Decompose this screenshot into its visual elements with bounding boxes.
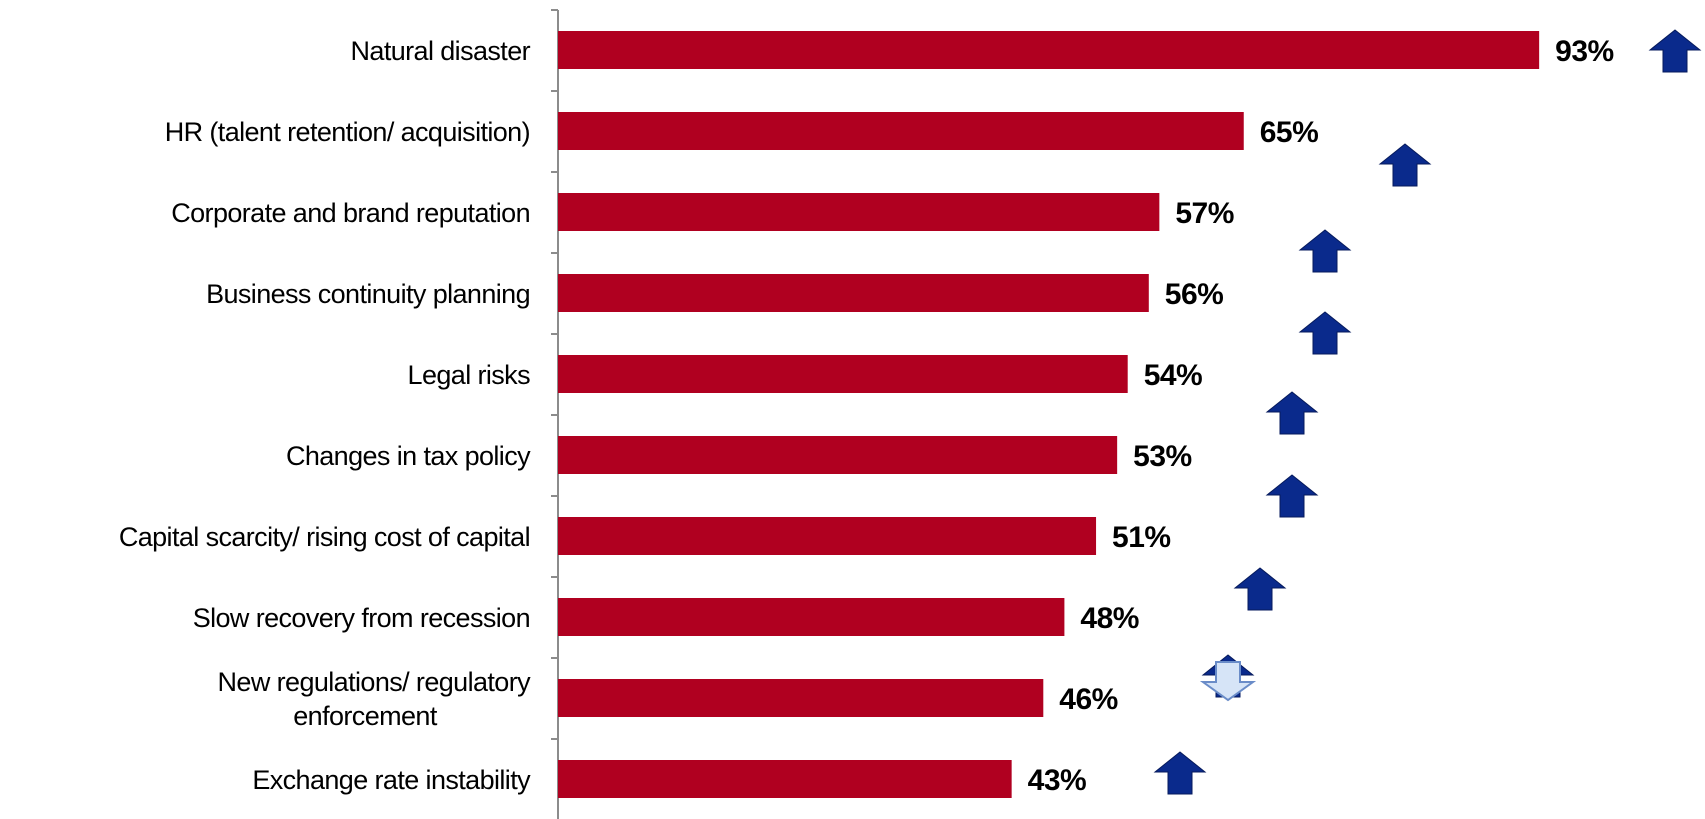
data-label: 51% [1112, 521, 1171, 554]
data-label: 54% [1144, 359, 1203, 392]
data-label: 56% [1165, 278, 1224, 311]
bar [558, 679, 1044, 717]
bar-layer [558, 31, 1540, 798]
category-label: Exchange rate instability [252, 765, 531, 795]
category-label: Business continuity planning [206, 279, 530, 309]
label-layer: 93% Natural disaster 65% HR (talent retenti… [119, 35, 1614, 797]
down-arrow-icon [1199, 661, 1257, 702]
up-arrow-icon [1265, 474, 1319, 518]
data-label: 65% [1260, 116, 1319, 149]
data-label: 46% [1059, 683, 1118, 716]
bar [558, 436, 1118, 474]
up-arrow-icon [1265, 391, 1319, 435]
data-label: 53% [1133, 440, 1192, 473]
category-label: Changes in tax policy [286, 441, 531, 471]
data-label: 48% [1080, 602, 1139, 635]
bar [558, 517, 1097, 555]
up-arrow-icon [1298, 311, 1352, 355]
data-label: 43% [1028, 764, 1087, 797]
up-arrow-icon [1648, 29, 1702, 73]
bar [558, 112, 1244, 150]
category-label: Corporate and brand reputation [171, 198, 530, 228]
bar [558, 355, 1128, 393]
category-label: Natural disaster [351, 36, 531, 66]
category-label: New regulations/ regulatory [218, 667, 532, 697]
category-label: Slow recovery from recession [193, 603, 530, 633]
bar [558, 193, 1160, 231]
bar [558, 598, 1065, 636]
data-label: 93% [1555, 35, 1614, 68]
arrow-layer [1153, 29, 1702, 795]
up-arrow-icon [1233, 567, 1287, 611]
bar [558, 760, 1012, 798]
data-label: 57% [1175, 197, 1234, 230]
bar [558, 31, 1540, 69]
up-arrow-icon [1378, 143, 1432, 187]
bar [558, 274, 1149, 312]
category-label: Legal risks [408, 360, 531, 390]
up-arrow-icon [1298, 229, 1352, 273]
up-arrow-icon [1153, 751, 1207, 795]
category-label: Capital scarcity/ rising cost of capital [119, 522, 530, 552]
category-label: enforcement [293, 701, 438, 731]
category-label: HR (talent retention/ acquisition) [165, 117, 530, 147]
axis-layer [551, 9, 559, 819]
